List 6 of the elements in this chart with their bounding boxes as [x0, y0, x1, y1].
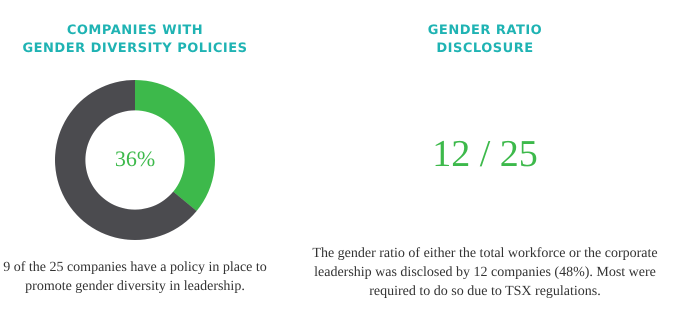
data-label: 36% — [114, 146, 156, 171]
text: The gender ratio of either the total workforce or the corporate leadership was disclosed by 12 companies (48%). Most were required to do so due to TSX regulations. — [311, 245, 659, 301]
text: 12 / 25 — [431, 132, 539, 176]
chart-title: COMPANIES WITH GENDER DIVERSITY POLICIES — [21, 22, 249, 58]
text: GENDER RATIO DISCLOSURE — [426, 22, 544, 58]
text: 9 of the 25 companies have a policy in place to promote gender diversity in leadership. — [2, 259, 268, 296]
